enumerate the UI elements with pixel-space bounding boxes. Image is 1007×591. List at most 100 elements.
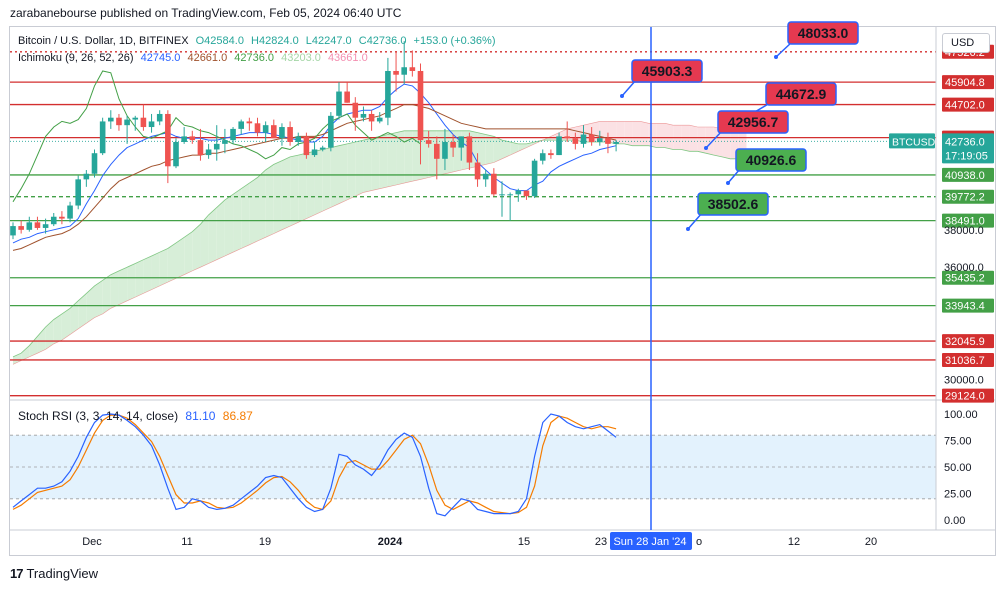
price-tick-label: 30000.0	[944, 374, 984, 386]
currency-button[interactable]: USD	[942, 33, 990, 53]
cloud-segment	[45, 319, 54, 350]
candle-body	[213, 143, 220, 150]
candle-body	[311, 149, 318, 156]
callout-anchor-dot	[774, 55, 778, 59]
level-tag-bg	[942, 75, 994, 90]
cloud-segment	[713, 127, 723, 157]
candle-body	[336, 91, 342, 116]
candle-body	[205, 149, 212, 156]
candle-body	[352, 102, 359, 118]
level-tag-label: 39772.2	[945, 192, 985, 204]
candle-body	[67, 205, 73, 219]
candle-body	[18, 226, 24, 230]
stoch-rsi-pane: 100.00 75.00 50.00 25.00 0.00	[10, 409, 978, 527]
cloud-segment	[306, 151, 315, 219]
candle-body	[425, 140, 432, 144]
callout-anchor-dot	[620, 94, 624, 98]
candle-body	[564, 136, 570, 139]
chart-frame	[9, 26, 996, 556]
candle-body	[50, 216, 57, 225]
candle-body	[458, 136, 465, 148]
ichimoku-lagging-value: 42736.0	[234, 52, 275, 64]
candle-body	[572, 138, 579, 144]
price-tick-label: 36000.0	[944, 262, 984, 274]
candle-body	[140, 117, 147, 128]
cloud-segment	[78, 293, 87, 329]
candle-body	[548, 153, 554, 156]
candle-body	[523, 190, 530, 197]
ichimoku-label[interactable]: Ichimoku (9, 26, 52, 26)	[18, 52, 134, 64]
tradingview-logo-icon: 17	[10, 566, 24, 581]
cloud-segment	[151, 252, 160, 290]
candle-body	[368, 113, 375, 122]
candle-body	[385, 70, 391, 118]
cloud-segment	[290, 155, 299, 227]
cloud-segment	[37, 326, 46, 354]
cloud-segment	[249, 177, 258, 245]
cloud-segment	[347, 141, 356, 200]
currency-label: USD	[951, 37, 975, 49]
candle-body	[271, 125, 277, 139]
level-tag-label: 29124.0	[945, 391, 985, 403]
candle-body	[531, 160, 538, 197]
cloud-segment	[176, 237, 185, 279]
stoch-tick-label: 25.00	[944, 489, 972, 501]
level-tag-bg	[942, 189, 994, 204]
candle-body	[108, 117, 114, 122]
cloud-segment	[697, 127, 706, 154]
candle-body	[556, 136, 562, 156]
cloud-segment	[135, 259, 144, 298]
cloud-segment	[61, 308, 71, 341]
callout-box	[787, 21, 859, 45]
candle-body	[580, 134, 587, 144]
cloud-segment	[371, 136, 380, 191]
callout-box	[765, 82, 837, 106]
candle-body	[499, 194, 505, 196]
crosshair-date-label: Sun 28 Jan '24	[613, 536, 686, 548]
cloud-segment	[127, 263, 136, 301]
candle-body	[279, 127, 285, 139]
ichimoku-spana-value: 43203.0	[281, 52, 321, 64]
cloud-segment	[200, 214, 209, 268]
stoch-label[interactable]: Stoch RSI (3, 3, 14, 14, close)	[18, 409, 179, 423]
cloud-segment	[257, 170, 266, 242]
brand-name: TradingView	[26, 566, 99, 581]
time-tick-label: 15	[518, 536, 530, 548]
callout-anchor-dot	[726, 181, 730, 185]
ohlc-change: +153.0 (+0.36%)	[413, 35, 496, 47]
candle-body	[124, 119, 130, 126]
candle-body	[91, 153, 98, 174]
symbol-name[interactable]: Bitcoin / U.S. Dollar, 1D, BITFINEX	[18, 35, 189, 47]
callout-label: 44672.9	[776, 86, 827, 102]
candle-body	[588, 134, 595, 142]
candle-body	[466, 136, 473, 163]
callout-box	[735, 148, 807, 172]
candle-body	[34, 222, 41, 228]
cloud-segment	[224, 194, 234, 256]
callout-label: 40926.6	[746, 152, 797, 168]
candle-body	[181, 136, 187, 142]
cloud-segment	[184, 231, 193, 275]
cloud-segment	[281, 156, 291, 230]
callout-box	[631, 59, 703, 83]
callout-anchor-dot	[686, 227, 690, 231]
candle-body	[344, 91, 350, 103]
cloud-segment	[689, 125, 698, 152]
candle-body	[10, 226, 16, 236]
cloud-segment	[624, 121, 633, 146]
candle-body	[197, 140, 204, 156]
candle-body	[295, 136, 302, 142]
cloud-segment	[102, 274, 111, 314]
level-tag-label: 33943.4	[945, 301, 985, 313]
cloud-segment	[477, 132, 486, 167]
stoch-tick-label: 50.00	[944, 462, 972, 474]
candle-body	[482, 173, 489, 180]
candle-body	[189, 136, 196, 141]
leading-span-b-line	[12, 121, 747, 365]
cloud-segment	[94, 280, 103, 318]
candle-body	[262, 125, 269, 133]
cloud-segment	[339, 143, 348, 204]
time-tick-label: 23	[595, 536, 607, 548]
candle-body	[148, 121, 155, 128]
